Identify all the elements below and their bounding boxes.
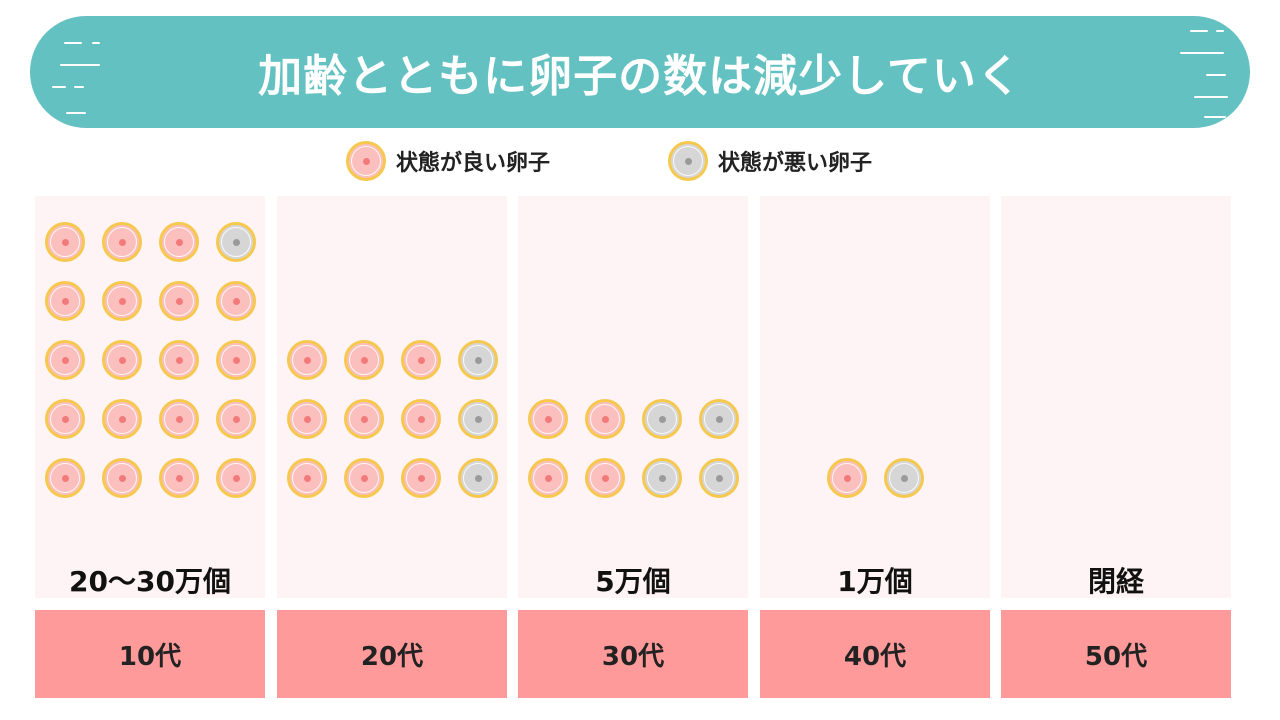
good-egg-icon — [527, 458, 568, 498]
decorative-dash — [1216, 30, 1224, 32]
column-30s — [518, 196, 748, 598]
title-banner: 加齢とともに卵子の数は減少していく — [30, 16, 1250, 128]
good-egg-icon — [286, 399, 327, 439]
legend-bad-label: 状態が悪い卵子 — [718, 151, 873, 176]
good-egg-icon — [286, 458, 327, 498]
bad-egg-icon — [698, 458, 739, 498]
good-egg-icon — [400, 340, 441, 380]
bad-egg-icon — [668, 141, 708, 181]
good-egg-icon — [215, 399, 256, 439]
good-egg-icon — [44, 399, 85, 439]
page-title: 加齢とともに卵子の数は減少していく — [258, 51, 1022, 102]
good-egg-icon — [44, 222, 85, 262]
good-egg-icon — [158, 458, 199, 498]
good-egg-icon — [343, 458, 384, 498]
bad-egg-icon — [457, 458, 498, 498]
bad-egg-icon — [641, 399, 682, 439]
count-label-40s: 1万個 — [837, 565, 913, 598]
decorative-dash — [66, 112, 86, 114]
decorative-dash — [1180, 52, 1224, 54]
legend-bad: 状態が悪い卵子 — [668, 140, 872, 182]
good-egg-icon — [400, 399, 441, 439]
good-egg-icon — [158, 340, 199, 380]
count-label-10s: 20〜30万個 — [69, 565, 231, 598]
age-box-30s: 30代 — [518, 610, 748, 698]
good-egg-icon — [101, 222, 142, 262]
column-40s — [760, 196, 990, 598]
good-egg-icon — [584, 458, 625, 498]
good-egg-icon — [346, 141, 386, 181]
decorative-dash — [52, 86, 66, 88]
bad-egg-icon — [457, 399, 498, 439]
good-egg-icon — [44, 281, 85, 321]
bad-egg-icon — [457, 340, 498, 380]
good-egg-icon — [44, 340, 85, 380]
count-label-50s: 閉経 — [1087, 565, 1144, 598]
decorative-dash — [74, 86, 84, 88]
age-box-20s: 20代 — [277, 610, 507, 698]
decorative-dash — [1206, 74, 1226, 76]
age-box-50s: 50代 — [1001, 610, 1231, 698]
good-egg-icon — [101, 281, 142, 321]
good-egg-icon — [527, 399, 568, 439]
good-egg-icon — [826, 458, 867, 498]
good-egg-icon — [343, 340, 384, 380]
column-50s — [1001, 196, 1231, 598]
column-10s — [35, 196, 265, 598]
decorative-dash — [92, 42, 100, 44]
good-egg-icon — [584, 399, 625, 439]
decorative-dash — [64, 42, 82, 44]
good-egg-icon — [158, 222, 199, 262]
good-egg-icon — [158, 281, 199, 321]
good-egg-icon — [400, 458, 441, 498]
bad-egg-icon — [698, 399, 739, 439]
age-box-40s: 40代 — [760, 610, 990, 698]
decorative-dash — [60, 64, 100, 66]
legend-good-label: 状態が良い卵子 — [396, 151, 551, 176]
bad-egg-icon — [883, 458, 924, 498]
good-egg-icon — [44, 458, 85, 498]
good-egg-icon — [215, 281, 256, 321]
count-label-30s: 5万個 — [595, 565, 671, 598]
good-egg-icon — [215, 458, 256, 498]
good-egg-icon — [215, 340, 256, 380]
decorative-dash — [1190, 30, 1208, 32]
age-box-10s: 10代 — [35, 610, 265, 698]
bad-egg-icon — [215, 222, 256, 262]
bad-egg-icon — [641, 458, 682, 498]
good-egg-icon — [101, 399, 142, 439]
good-egg-icon — [286, 340, 327, 380]
decorative-dash — [1204, 116, 1226, 118]
good-egg-icon — [158, 399, 199, 439]
good-egg-icon — [101, 458, 142, 498]
column-20s — [277, 196, 507, 598]
good-egg-icon — [343, 399, 384, 439]
legend-good: 状態が良い卵子 — [346, 140, 550, 182]
good-egg-icon — [101, 340, 142, 380]
decorative-dash — [1194, 96, 1228, 98]
